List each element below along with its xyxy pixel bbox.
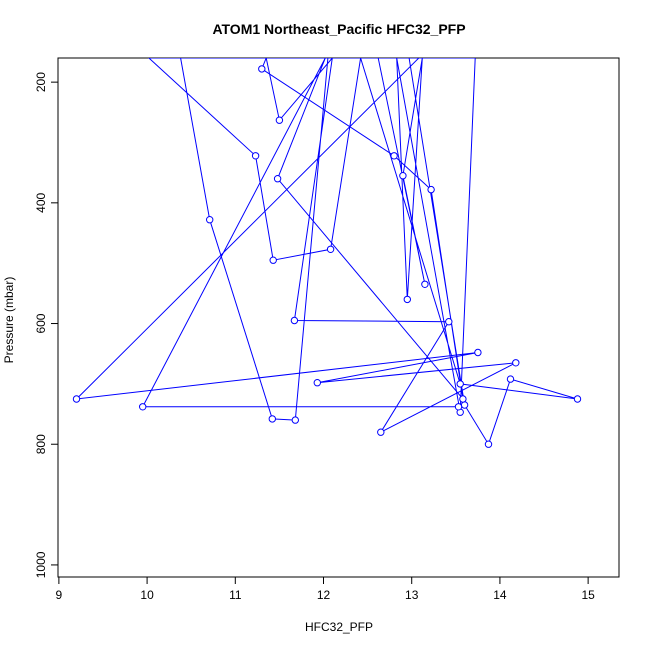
x-tick-label: 11 (229, 588, 242, 602)
plot-frame (57, 57, 620, 578)
data-point (445, 318, 453, 326)
x-tick-label: 13 (405, 588, 419, 602)
data-point (484, 440, 493, 448)
data-point (290, 316, 299, 325)
data-point (390, 152, 398, 160)
x-axis: 9 10 11 12 13 14 15 (56, 576, 595, 602)
data-point (459, 395, 467, 403)
data-point (456, 380, 464, 388)
data-point (421, 280, 429, 288)
data-point (326, 245, 335, 254)
data-point (291, 416, 299, 424)
data-point (206, 216, 214, 224)
chart-title: ATOM1 Northeast_Pacific HFC32_PFP (212, 21, 465, 37)
data-point (512, 359, 520, 367)
data-point (454, 403, 463, 411)
y-tick-label: 1000 (34, 551, 48, 578)
data-point (399, 172, 407, 180)
data-point (273, 175, 282, 183)
data-point (251, 152, 260, 160)
data-point (72, 395, 81, 403)
data-point (139, 403, 147, 411)
data-point (460, 401, 469, 409)
x-tick-label: 10 (140, 588, 154, 602)
data-point (403, 295, 411, 304)
x-tick-label: 9 (56, 588, 63, 602)
data-point (269, 256, 277, 264)
data-point (506, 375, 515, 383)
series-line (75, 58, 578, 446)
y-axis: 200 400 600 800 1000 (34, 72, 59, 578)
data-point (275, 116, 284, 124)
data-point (573, 395, 582, 403)
x-tick-label: 14 (493, 588, 507, 602)
x-axis-label: HFC32_PFP (305, 620, 373, 634)
data-point (313, 379, 321, 387)
y-tick-label: 200 (34, 72, 48, 92)
data-point (258, 65, 266, 73)
y-tick-label: 800 (34, 434, 48, 454)
data-point (474, 348, 482, 357)
y-tick-label: 400 (34, 193, 48, 213)
y-tick-label: 600 (34, 313, 48, 333)
x-tick-label: 12 (317, 588, 331, 602)
series-layer (72, 58, 582, 448)
y-axis-label: Pressure (mbar) (2, 277, 16, 364)
data-point (427, 185, 435, 194)
x-tick-label: 15 (581, 588, 595, 602)
data-point (377, 428, 385, 436)
data-point (268, 415, 276, 423)
